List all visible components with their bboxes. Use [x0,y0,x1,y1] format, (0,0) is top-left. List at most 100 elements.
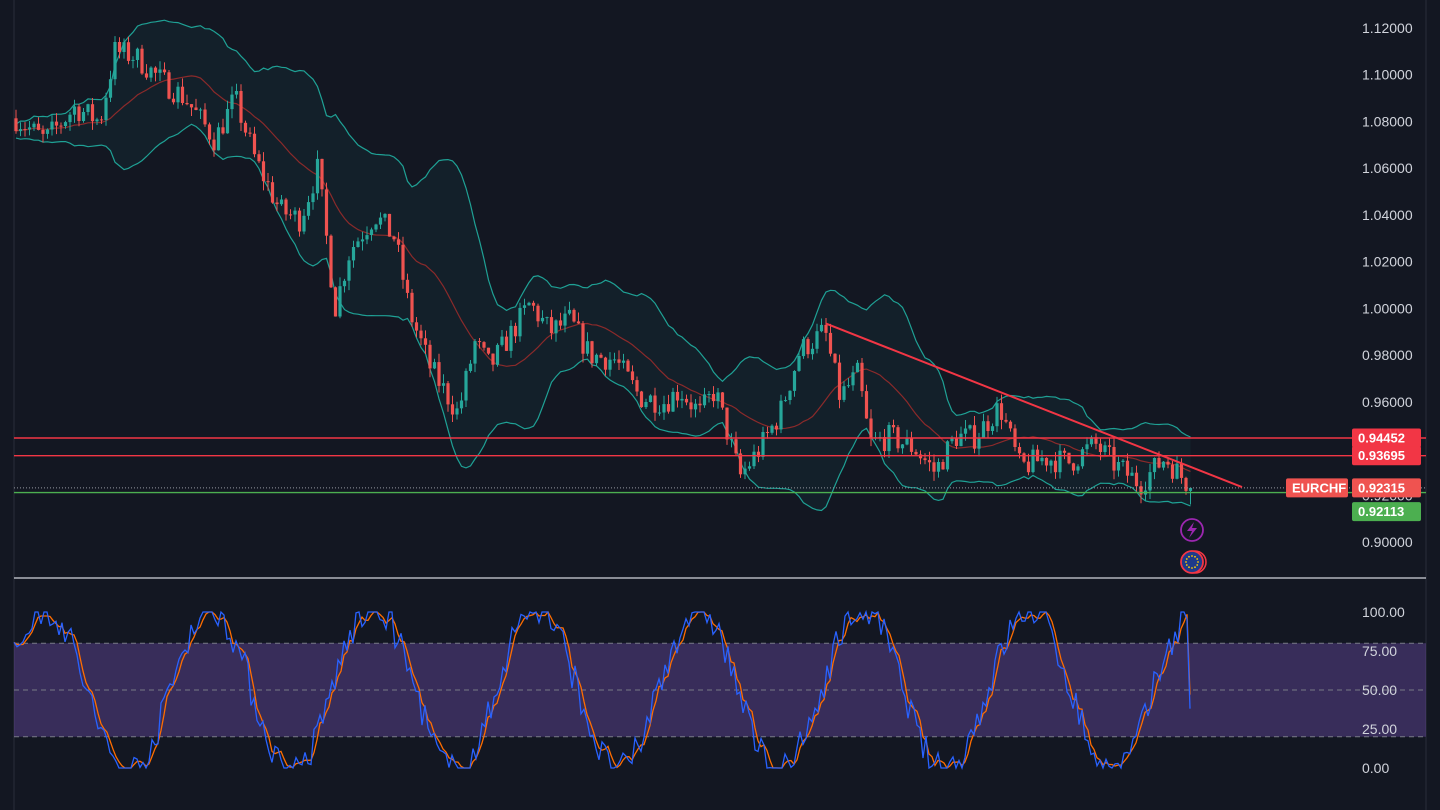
candle [279,195,284,206]
candle [977,432,981,457]
candle [464,368,468,407]
candle [635,376,639,397]
candle [108,70,113,102]
event-markers[interactable] [1180,518,1207,574]
oscillator-tick-label: 100.00 [1362,604,1405,620]
candle [1116,456,1121,477]
candle [869,409,873,447]
candle [342,278,347,293]
candle [815,323,819,354]
candle [617,350,621,370]
candle [356,237,360,248]
candle [630,365,635,385]
eu-flag-icon[interactable] [1180,550,1207,574]
candle [225,100,230,134]
candle [626,359,630,372]
candle [1098,438,1103,461]
candle [612,352,617,364]
candle [234,83,239,99]
price-pane[interactable] [14,19,1426,574]
candle [1026,453,1031,476]
candle [995,396,999,433]
descending-trendline[interactable] [825,322,1243,489]
candle [500,330,504,347]
candle [1166,458,1170,469]
svg-text:0.93695: 0.93695 [1358,448,1405,463]
candle [77,104,81,127]
candle [824,318,828,342]
candle [126,36,131,65]
candle [990,423,995,435]
candle [743,461,747,480]
candle [410,289,414,327]
candle [95,117,99,125]
candle [63,120,68,129]
candle [716,388,720,409]
candle [770,424,774,435]
candle [162,62,167,75]
horizontal-levels[interactable] [14,437,1426,494]
stochastic-pane[interactable] [13,609,1426,771]
candle [45,128,50,139]
candle [711,386,716,408]
candle [797,351,801,372]
candle [999,394,1004,430]
candle [1062,448,1067,460]
svg-text:EURCHF: EURCHF [1292,480,1346,495]
trendline[interactable] [825,322,1243,489]
candle [266,173,270,191]
candle [284,197,288,221]
candle [27,121,32,136]
candle [437,353,441,393]
level-price-tag: 0.93695 [1352,446,1421,466]
candle [50,115,54,136]
candle [333,286,338,317]
lightning-icon[interactable] [1180,518,1204,542]
candle [81,108,86,123]
candle [828,323,833,357]
candle [531,300,536,312]
candle [954,430,959,449]
support-price-tag: 0.92113 [1352,502,1421,522]
candle [212,132,216,157]
candle [981,413,986,438]
candle [482,341,486,351]
price-tick-label: 0.96000 [1362,394,1413,410]
candle [459,392,464,414]
candle [608,352,612,377]
candle [329,234,333,288]
candle [1085,437,1089,456]
candle [698,396,702,413]
candle [1125,453,1130,483]
candle [941,459,945,470]
candle [1071,462,1076,476]
candle [1152,457,1157,480]
candle [522,298,527,315]
candle [176,82,180,109]
candle [1044,457,1049,472]
candle [756,446,761,463]
oscillator-axis[interactable]: 100.00 75.00 50.00 25.00 0.00 [1362,604,1405,776]
candle [1058,444,1062,479]
candle [1130,467,1134,476]
candle [1170,460,1175,483]
bollinger-bands [15,19,1191,512]
candle [441,374,446,394]
candle [419,324,423,346]
oscillator-tick-label: 75.00 [1362,643,1397,659]
candle [810,343,815,360]
candle [590,340,594,368]
candle [950,435,954,444]
bollinger-upper [15,19,1191,438]
candle [968,424,972,431]
candle [293,207,297,222]
candle [599,352,603,359]
candle [720,392,725,410]
candle [1107,438,1112,456]
candle [117,37,122,59]
candle [972,416,977,454]
candle [1103,441,1107,456]
candle [351,240,356,268]
